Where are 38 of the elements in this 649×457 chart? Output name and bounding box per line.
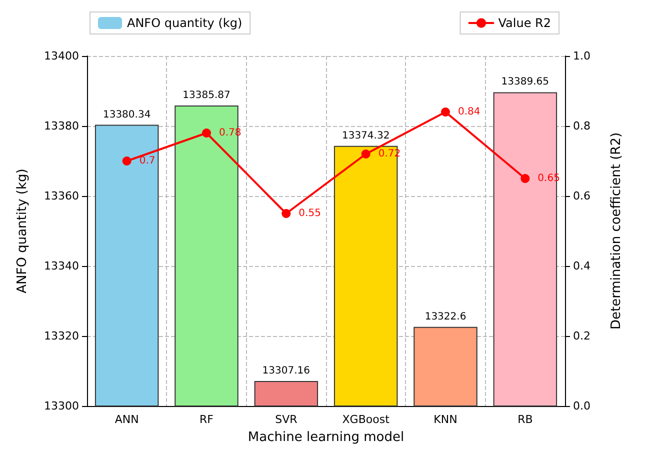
x-tick-label: RF bbox=[200, 413, 214, 426]
y-axis-title: ANFO quantity (kg) bbox=[15, 168, 30, 294]
y2-tick-label: 0.2 bbox=[573, 330, 590, 342]
data-label: 0.84 bbox=[458, 106, 480, 118]
data-label: 13322.6 bbox=[424, 311, 466, 322]
y2-tick-label: 0.6 bbox=[573, 190, 590, 202]
x-tick-label: XGBoost bbox=[342, 413, 390, 426]
y2-axis-title: Determination coefficient (R2) bbox=[609, 132, 624, 330]
data-label: 0.55 bbox=[298, 208, 321, 219]
point bbox=[202, 128, 211, 138]
x-tick-label: KNN bbox=[434, 413, 458, 426]
y-tick-label: 13400 bbox=[44, 50, 79, 62]
x-tick-label: ANN bbox=[114, 413, 139, 426]
data-label: 13385.87 bbox=[182, 90, 230, 101]
data-label: 13389.65 bbox=[501, 76, 550, 88]
y2-tick-label: 0.0 bbox=[573, 400, 590, 412]
y2-tick-label: 0.4 bbox=[573, 260, 590, 272]
data-label: 13380.34 bbox=[102, 109, 151, 120]
y2-tick-label: 0.8 bbox=[573, 120, 590, 132]
point bbox=[282, 209, 291, 218]
data-label: 13307.16 bbox=[262, 365, 310, 376]
legend-label: ANFO quantity (kg) bbox=[127, 16, 242, 30]
legend-label: Value R2 bbox=[498, 16, 552, 30]
y-tick-label: 13340 bbox=[44, 260, 79, 272]
x-axis-title: Machine learning model bbox=[248, 430, 404, 445]
y2-tick-label: 1.0 bbox=[573, 50, 590, 62]
data-label: 13374.32 bbox=[342, 130, 390, 142]
y-tick-label: 13380 bbox=[44, 120, 79, 132]
data-label: 0.7 bbox=[139, 156, 156, 166]
y-tick-label: 13320 bbox=[44, 330, 79, 342]
point bbox=[441, 108, 450, 116]
y-tick-label: 13300 bbox=[44, 400, 79, 412]
x-tick-label: RB bbox=[518, 413, 533, 426]
x-tick-label: SVR bbox=[275, 413, 298, 426]
y-tick-label: 13360 bbox=[44, 190, 79, 202]
point bbox=[122, 156, 132, 166]
point bbox=[361, 150, 370, 158]
point bbox=[520, 174, 530, 183]
